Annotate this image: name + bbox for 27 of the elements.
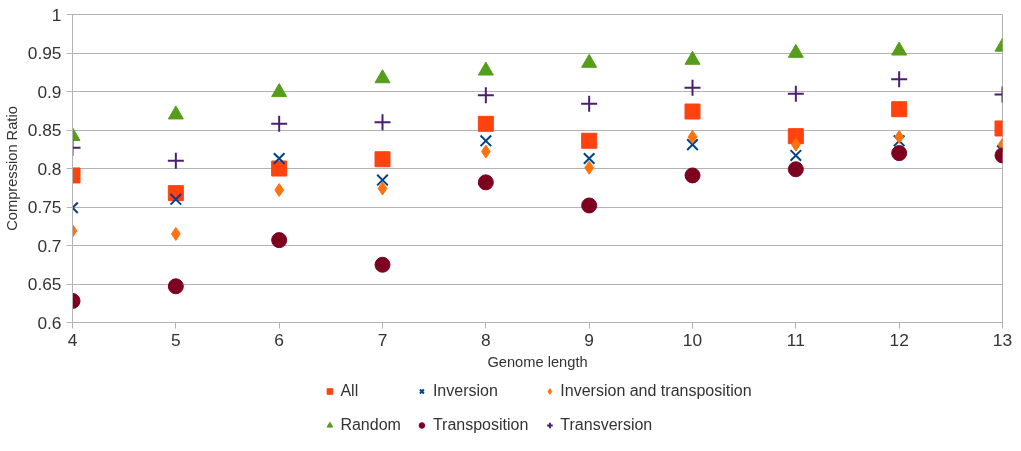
y-tick-label: 0.75 [27, 197, 62, 217]
x-tick-label: 6 [274, 329, 284, 350]
legend-label: Transversion [560, 416, 653, 434]
y-tick-label: 0.65 [27, 274, 62, 294]
y-tick-label: 0.85 [27, 120, 62, 140]
y-tick-label: 0.6 [37, 312, 62, 333]
x-tick-label: 13 [992, 329, 1013, 350]
x-tick-label: 11 [786, 329, 805, 350]
y-tick-label: 1 [51, 4, 62, 25]
legend-label: Inversion and transposition [560, 382, 752, 400]
legend-label: All [340, 382, 360, 400]
x-tick-label: 10 [682, 329, 703, 350]
x-tick-label: 12 [889, 329, 909, 350]
legend-label: Random [340, 416, 401, 434]
y-tick-label: 0.8 [37, 158, 62, 179]
x-tick-label: 4 [67, 329, 78, 350]
y-tick-label: 0.9 [37, 81, 62, 102]
x-axis-title: Genome length [487, 353, 588, 370]
x-tick-label: 8 [481, 329, 491, 350]
x-tick-label: 7 [377, 329, 388, 350]
y-axis-title: Compression Ratio [3, 106, 20, 231]
x-tick-label: 9 [584, 329, 594, 350]
legend-label: Transposition [432, 416, 529, 434]
x-tick-label: 5 [171, 329, 181, 350]
y-tick-label: 0.7 [37, 235, 62, 256]
legend-label: Inversion [432, 382, 498, 400]
y-tick-label: 0.95 [27, 43, 62, 63]
